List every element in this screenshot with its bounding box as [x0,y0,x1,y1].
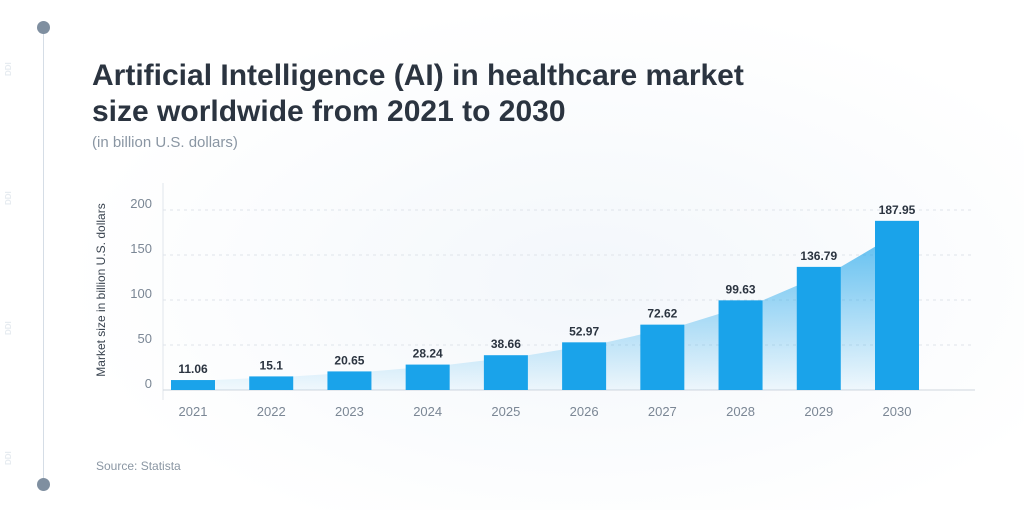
data-label: 38.66 [491,337,521,351]
y-axis-label: Market size in billion U.S. dollars [94,203,108,376]
x-tick-label: 2029 [804,404,833,419]
bar [405,364,450,390]
bar [171,380,215,390]
bar [640,324,685,390]
data-label: 187.95 [879,203,916,217]
data-label: 52.97 [569,324,599,338]
x-tick-label: 2023 [335,404,364,419]
data-label: 11.06 [178,362,208,376]
x-tick-label: 2030 [883,404,912,419]
x-tick-label: 2022 [257,404,286,419]
data-label: 136.79 [800,249,837,263]
y-tick-label: 200 [130,196,152,211]
bar [483,355,528,390]
x-tick-label: 2025 [491,404,520,419]
y-tick-label: 100 [130,286,152,301]
timeline-dot-bottom [37,478,50,491]
bar [249,376,294,390]
x-tick-label: 2028 [726,404,755,419]
chart-subtitle: (in billion U.S. dollars) [92,134,238,151]
data-label: 99.63 [726,282,756,296]
bar [718,300,763,390]
bar [327,371,372,390]
data-label: 72.62 [647,307,677,321]
data-label: 28.24 [413,347,443,361]
bar-layer [171,220,919,390]
x-tick-label: 2024 [413,404,442,419]
timeline-dot-top [37,21,50,34]
chart-title: Artificial Intelligence (AI) in healthca… [92,59,744,128]
y-tick-label: 150 [130,241,152,256]
data-label: 20.65 [334,353,364,367]
y-tick-label: 50 [138,331,152,346]
source-note: Source: Statista [96,459,181,473]
x-tick-label: 2027 [648,404,677,419]
bar [875,220,919,390]
data-label: 15.1 [260,358,284,372]
timeline-line [43,27,44,485]
bar [562,342,607,390]
label-layer: 0 50 100 150 200 11.06 2021 15.1 2022 20.65 2023 28… [130,196,915,419]
y-tick-label: 0 [145,376,152,391]
bar [796,266,841,390]
x-tick-label: 2021 [179,404,208,419]
x-tick-label: 2026 [570,404,599,419]
